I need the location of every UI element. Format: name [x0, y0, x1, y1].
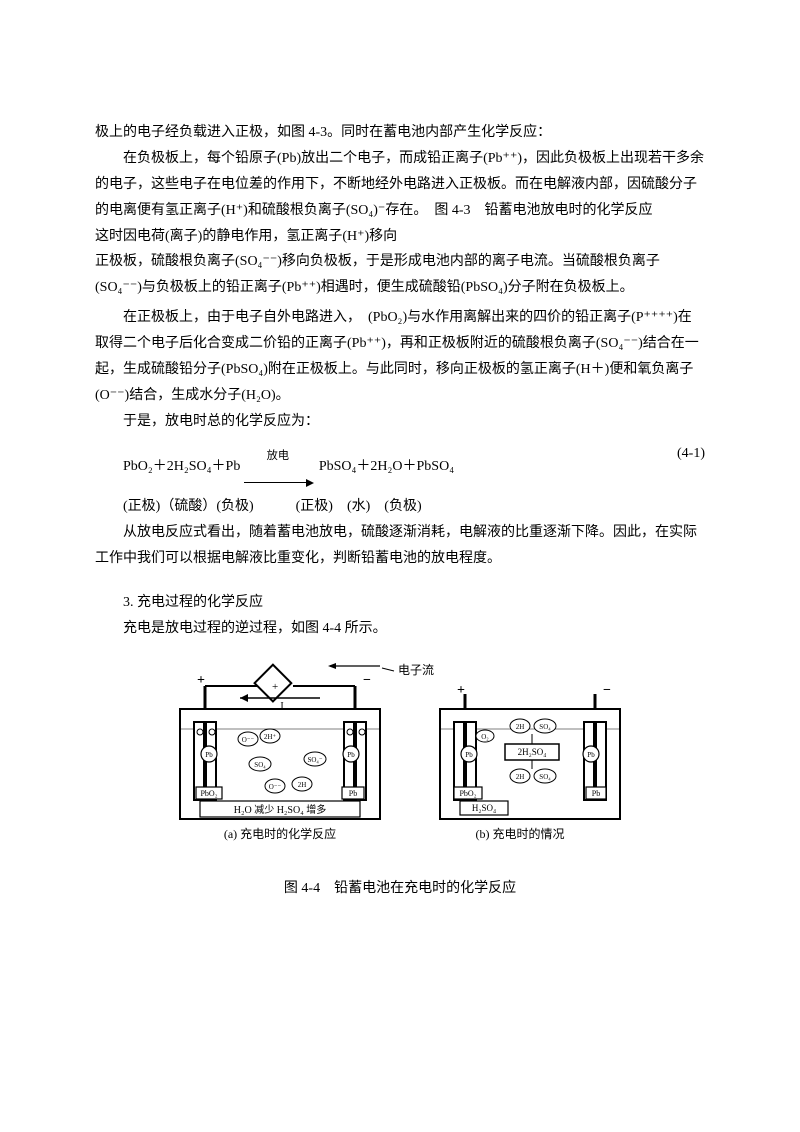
svg-text:−: − [363, 673, 371, 688]
paragraph: 正极板，硫酸根负离子(SO₄⁻⁻)移向负极板，于是形成电池内部的离子电流。当硫酸… [95, 249, 705, 301]
svg-text:O⁻⁻: O⁻⁻ [242, 736, 255, 744]
svg-text:Pb: Pb [349, 789, 357, 798]
equation: PbO₂＋2H₂SO₄＋Pb 放电 PbSO₄＋2H₂O＋PbSO₄ (4-1) [95, 441, 705, 493]
figure-caption: 图 4-4 铅蓄电池在充电时的化学反应 [95, 876, 705, 902]
paragraph: 在负极板上，每个铅原子(Pb)放出二个电子，而成铅正离子(Pb⁺⁺)，因此负极板… [95, 146, 705, 224]
equation-rhs: PbSO₄＋2H₂O＋PbSO₄ [319, 459, 454, 474]
svg-text:Pb: Pb [587, 751, 595, 759]
reaction-arrow: 放电 [244, 441, 312, 493]
diagram-a: H₂O 减少 H₂SO₄ 增多 PbO₂ Pb Pb Pb O⁻⁻ 2H⁺ SO… [180, 663, 380, 819]
electron-flow-label: 电子流 [398, 663, 434, 677]
svg-text:SO₄⁻: SO₄⁻ [307, 756, 322, 764]
formula-center: 2H₂SO₄ [518, 747, 547, 757]
diagram-b: PbO₂ Pb Pb Pb 2H SO₄ O₂ 2H SO₄ 2H₂SO₄ H₂… [440, 683, 620, 819]
svg-text:Pb: Pb [347, 751, 355, 759]
svg-text:SO₄: SO₄ [539, 773, 551, 781]
svg-text:Pb: Pb [465, 751, 473, 759]
equation-labels: (正极)（硫酸）(负极) (正极) (水) (负极) [95, 494, 705, 520]
svg-text:2H: 2H [516, 773, 525, 781]
svg-text:O⁻⁻: O⁻⁻ [269, 783, 282, 791]
svg-text:Pb: Pb [205, 751, 213, 759]
paragraph: 从放电反应式看出，随着蓄电池放电，硫酸逐渐消耗，电解液的比重逐渐下降。因此，在实… [95, 520, 705, 572]
svg-text:+: + [272, 681, 278, 693]
sub-caption-a: (a) 充电时的化学反应 [224, 826, 336, 841]
svg-text:+: + [457, 683, 465, 698]
equation-lhs: PbO₂＋2H₂SO₄＋Pb [123, 459, 240, 474]
svg-text:−: − [298, 681, 304, 693]
svg-text:PbO₂: PbO₂ [459, 789, 476, 798]
svg-text:O₂: O₂ [481, 733, 489, 741]
arrow-label: 放电 [267, 450, 289, 462]
svg-text:2H⁺: 2H⁺ [264, 733, 277, 741]
svg-text:SO₄: SO₄ [539, 723, 551, 731]
paragraph: 在正极板上，由于电子自外电路进入， (PbO₂)与水作用离解出来的四价的铅正离子… [95, 305, 705, 409]
paragraph: 于是，放电时总的化学反应为： [95, 409, 705, 435]
paragraph: 充电是放电过程的逆过程，如图 4-4 所示。 [95, 616, 705, 642]
arrow-line-icon [244, 482, 312, 483]
bottom-label-b: H₂SO₄ [472, 803, 496, 813]
svg-text:+: + [197, 673, 205, 688]
svg-text:SO₄: SO₄ [254, 761, 266, 769]
svg-text:2H: 2H [516, 723, 525, 731]
battery-diagram: H₂O 减少 H₂SO₄ 增多 PbO₂ Pb Pb Pb O⁻⁻ 2H⁺ SO… [170, 654, 630, 854]
section-heading: 3. 充电过程的化学反应 [95, 590, 705, 616]
paragraph: 这时因电荷(离子)的静电作用，氢正离子(H⁺)移向 [95, 224, 705, 250]
figure: H₂O 减少 H₂SO₄ 增多 PbO₂ Pb Pb Pb O⁻⁻ 2H⁺ SO… [95, 654, 705, 864]
sub-caption-b: (b) 充电时的情况 [476, 826, 565, 841]
svg-text:PbO₂: PbO₂ [200, 789, 217, 798]
svg-text:−: − [603, 683, 611, 698]
paragraph: 极上的电子经负载进入正极，如图 4-3。同时在蓄电池内部产生化学反应： [95, 120, 705, 146]
equation-number: (4-1) [677, 441, 705, 467]
svg-text:Pb: Pb [592, 789, 600, 798]
bottom-label-a: H₂O 减少 H₂SO₄ 增多 [234, 803, 326, 816]
svg-text:2H: 2H [298, 781, 307, 789]
svg-text:I: I [280, 701, 283, 712]
